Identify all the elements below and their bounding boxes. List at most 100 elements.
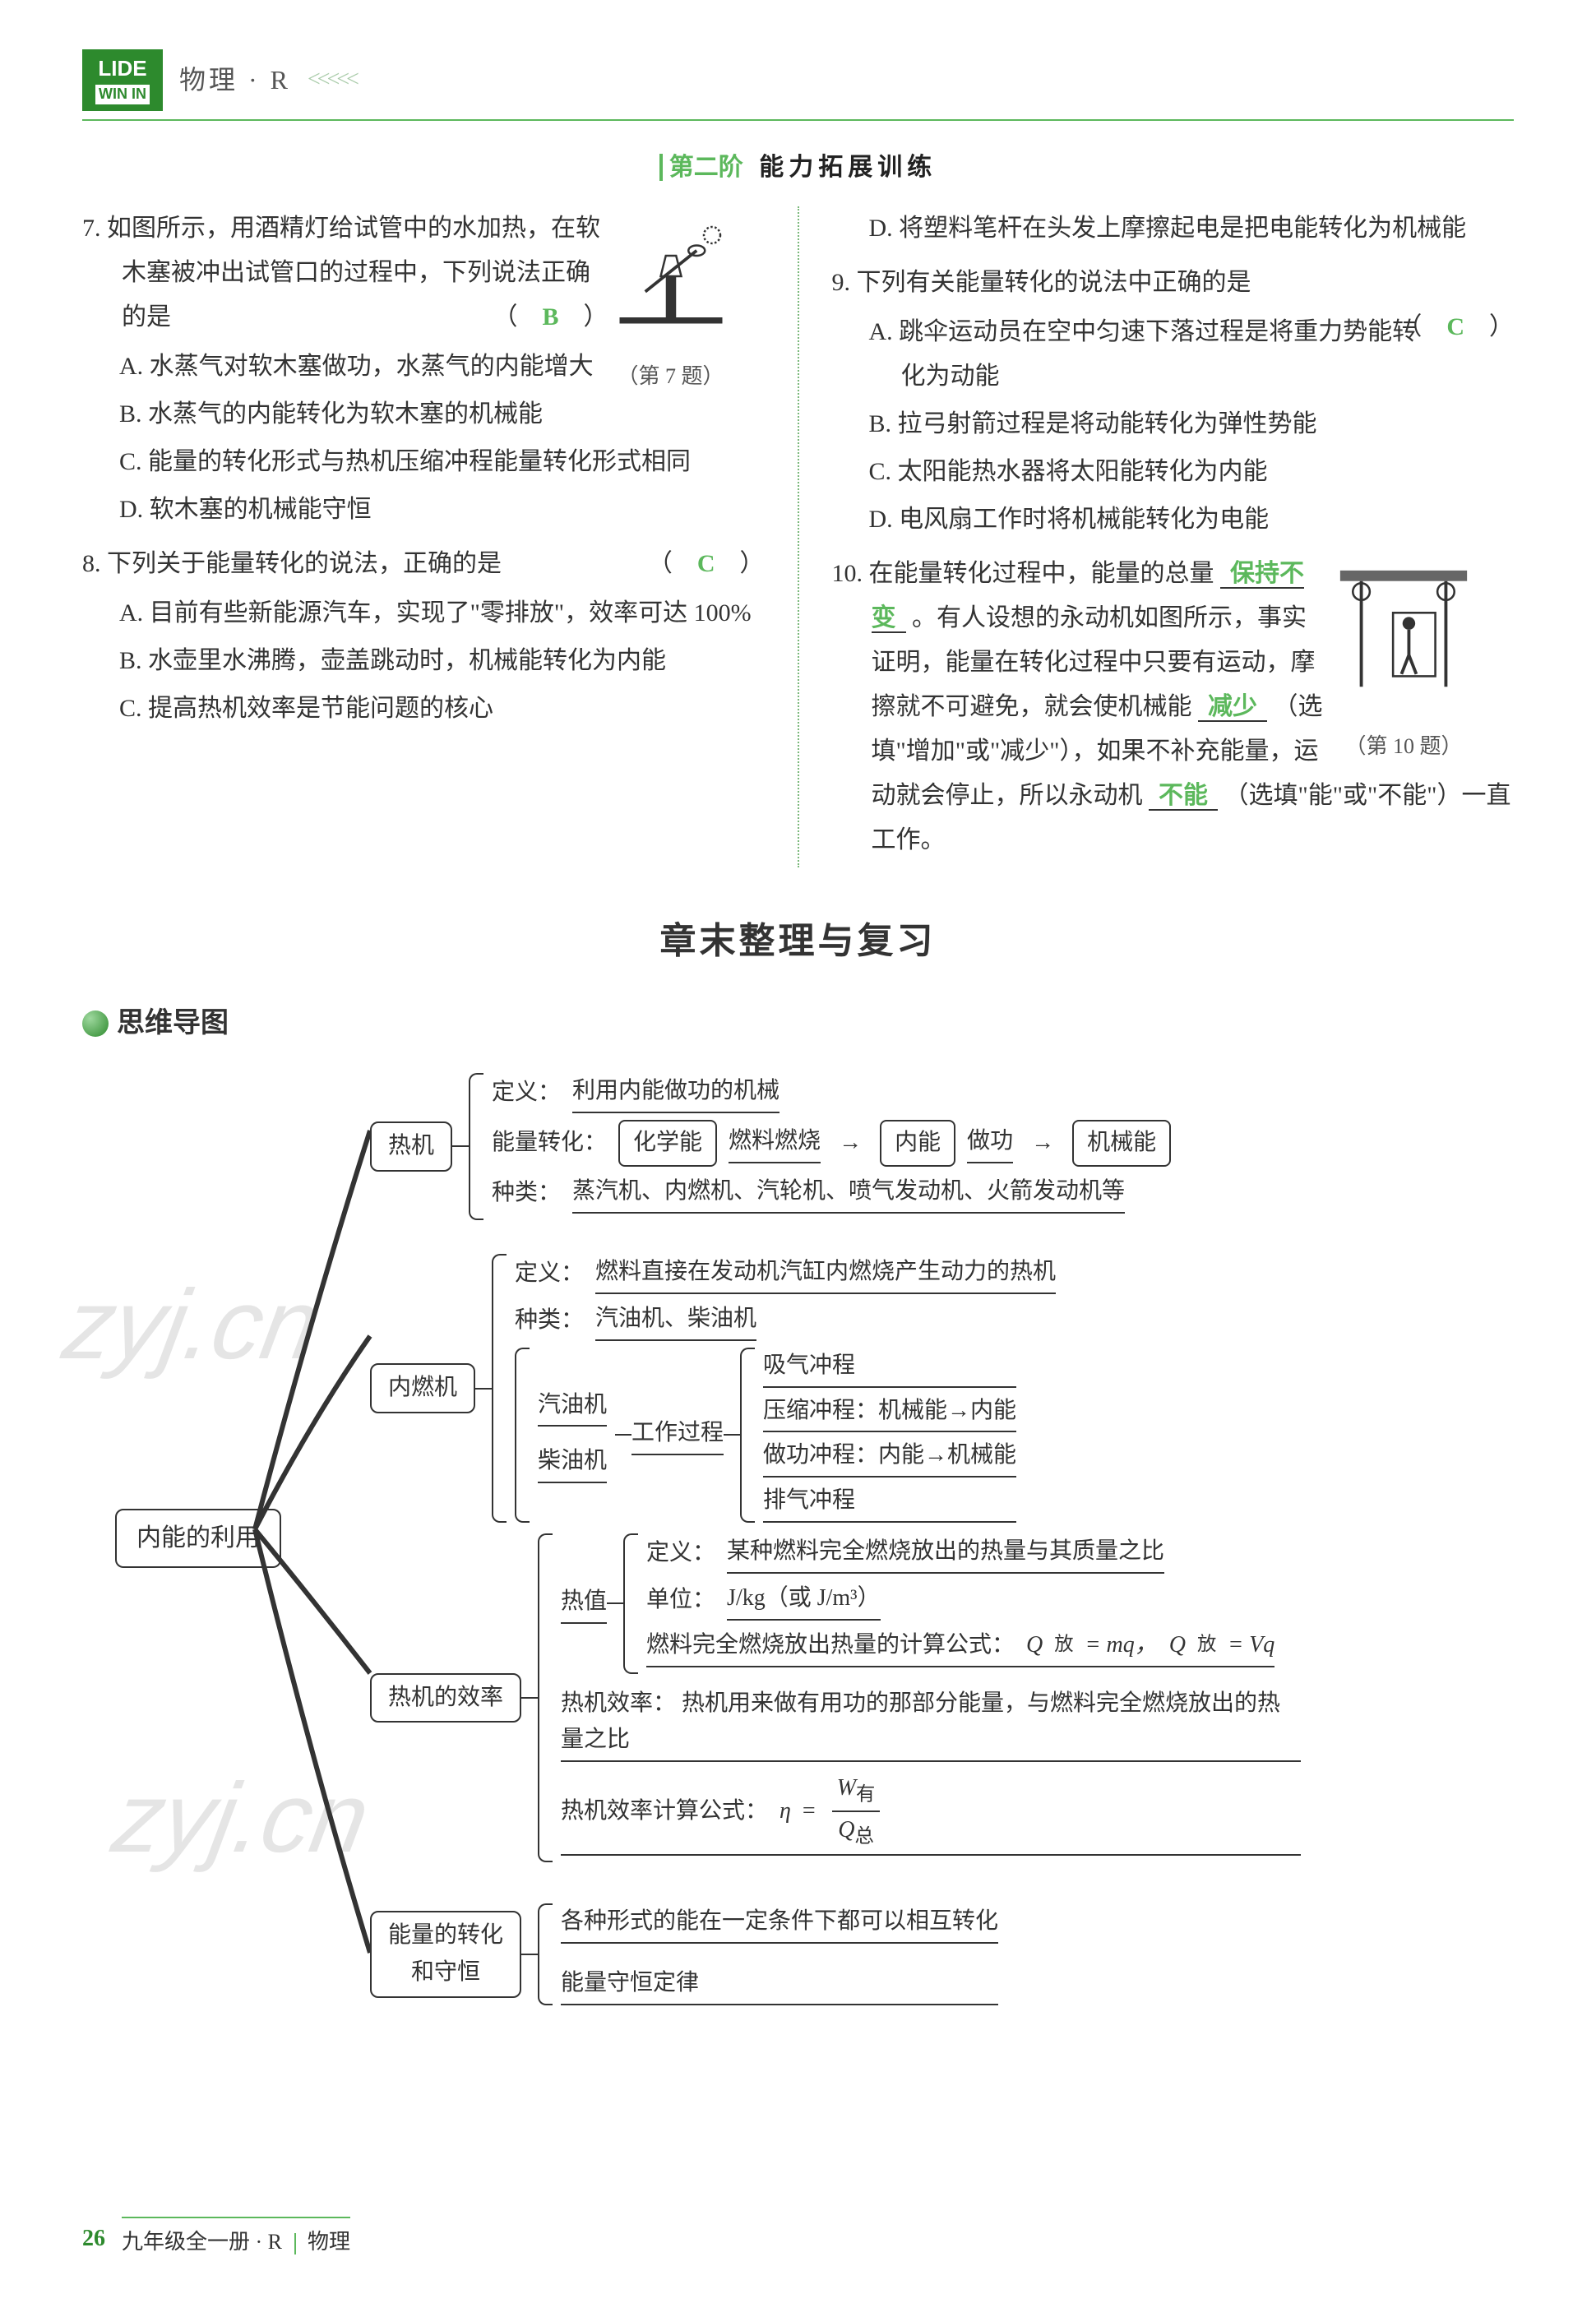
footer-band: 九年级全一册 · R 物理 [122, 2217, 350, 2262]
logo: LIDE WIN IN [82, 49, 163, 111]
q8-optB: B. 水壶里水沸腾，壶盖跳动时，机械能转化为内能 [82, 639, 765, 683]
footer-subject: 物理 [308, 2230, 350, 2254]
mm-connector-svg [82, 1065, 411, 2051]
mm-b2-def: 燃料直接在发动机汽缸内燃烧产生动力的热机 [595, 1254, 1056, 1294]
q7-answer-paren: （ B ） [532, 295, 608, 340]
mm-b3-eff-label: 热机效率： [561, 1690, 676, 1716]
mm-b3-hvdef: 某种燃料完全燃烧放出的热量与其质量之比 [727, 1533, 1164, 1574]
mm-b2-engine1: 汽油机 [538, 1387, 607, 1427]
chapter-title: 章末整理与复习 [82, 909, 1514, 973]
mindmap-label: 思维导图 [117, 998, 229, 1048]
mm-b1-work: 做功 [967, 1123, 1013, 1163]
footer-grade: 九年级全一册 · R [122, 2230, 282, 2254]
mm-b4-r2: 能量守恒定律 [561, 1965, 998, 2005]
mm-b3-numsub: 有 [856, 1784, 875, 1806]
q10-blank2: 减少 [1198, 693, 1267, 722]
mm-b2-types: 汽油机、柴油机 [595, 1301, 756, 1341]
mm-b2-s4: 排气冲程 [763, 1482, 1016, 1523]
q8-optA: A. 目前有些新能源汽车，实现了"零排放"，效率可达 100% [82, 591, 765, 636]
mm-b2-engine2: 柴油机 [538, 1443, 607, 1483]
q10-caption: （第 10 题） [1333, 728, 1514, 766]
q7-answer: B [542, 303, 558, 331]
mm-node-heat-engine: 热机 [370, 1121, 452, 1172]
stage-label: 第二阶 [659, 154, 743, 181]
mindmap: zyj.cn zyj.cn 内能的利用 热机 定义： 利用内能做功的机械 能量转… [82, 1065, 1514, 2051]
q10-num: 10. [832, 560, 863, 587]
mm-b3-hvunit: J/kg（或 J/m³） [727, 1580, 881, 1621]
logo-main: LIDE [95, 56, 150, 81]
q8: 8. 下列关于能量转化的说法，正确的是 （ C ） [82, 542, 765, 586]
mm-b3-denQ: Q [838, 1817, 854, 1843]
questions-area: （第 7 题） 7. 如图所示，用酒精灯给试管中的水加热，在软木塞被冲出试管口的… [82, 206, 1514, 867]
perpetual-machine-icon [1313, 560, 1494, 708]
mm-b3-hv-label: 热值 [561, 1584, 607, 1624]
mm-b1-def-label: 定义： [492, 1075, 561, 1112]
left-column: （第 7 题） 7. 如图所示，用酒精灯给试管中的水加热，在软木塞被冲出试管口的… [82, 206, 765, 867]
q9: 9. 下列有关能量转化的说法中正确的是 （ C ） [832, 261, 1515, 305]
mm-b3-eq2-Q: Q [1169, 1627, 1186, 1664]
column-divider [798, 206, 799, 867]
q7-figure: （第 7 题） [617, 215, 765, 363]
mindmap-icon [82, 1010, 109, 1037]
mm-b3-eq: = [803, 1793, 816, 1830]
q9-optD: D. 电风扇工作时将机械能转化为电能 [832, 497, 1515, 542]
q10: （第 10 题） 10. 在能量转化过程中，能量的总量 保持不变 。有人设想的永… [832, 552, 1515, 862]
arrow-icon: → [839, 1125, 862, 1162]
mm-b2-s2: 压缩冲程：机械能→内能 [763, 1393, 1016, 1433]
mm-b3-eta: η [779, 1793, 791, 1830]
right-column: D. 将塑料笔杆在头发上摩擦起电是把电能转化为机械能 9. 下列有关能量转化的说… [832, 206, 1515, 867]
q10-figure: （第 10 题） [1333, 560, 1514, 741]
mm-b1-chem: 化学能 [618, 1120, 717, 1167]
mm-b3-fraction: W有 Q总 [832, 1770, 881, 1852]
mm-b1-types: 蒸汽机、内燃机、汽轮机、喷气发动机、火箭发动机等 [572, 1173, 1125, 1214]
mm-b1-inner: 内能 [880, 1120, 955, 1167]
mm-branch-ice: 内燃机 定义： 燃料直接在发动机汽缸内燃烧产生动力的热机 种类： 汽油机、柴油机… [370, 1254, 1056, 1523]
mm-b2-proc-label: 工作过程 [631, 1415, 724, 1455]
mm-b3-densub: 总 [855, 1826, 874, 1847]
page-footer: 26 九年级全一册 · R 物理 [82, 2217, 350, 2262]
logo-sub: WIN IN [95, 85, 150, 104]
mm-node-ice: 内燃机 [370, 1363, 475, 1413]
page-header: LIDE WIN IN 物理 · R <<<<< [82, 49, 1514, 121]
q9-num: 9. [832, 269, 851, 296]
stage-title: 能力拓展训练 [759, 154, 937, 181]
arrow-icon: → [1031, 1125, 1054, 1162]
mm-branch-conservation: 能量的转化 和守恒 各种形式的能在一定条件下都可以相互转化 能量守恒定律 [370, 1903, 998, 2005]
q7-caption: （第 7 题） [617, 358, 765, 396]
page-number: 26 [82, 2218, 105, 2259]
q7-num: 7. [82, 215, 101, 242]
q10-text-a: 在能量转化过程中，能量的总量 [869, 560, 1214, 587]
test-tube-icon [597, 215, 745, 338]
mm-b3-eq1-rhs: = mq， [1085, 1627, 1158, 1664]
q7: （第 7 题） 7. 如图所示，用酒精灯给试管中的水加热，在软木塞被冲出试管口的… [82, 206, 765, 340]
mm-b2-types-label: 种类： [515, 1302, 584, 1339]
mm-node-conservation: 能量的转化 和守恒 [370, 1911, 521, 1998]
q7-optD: D. 软木塞的机械能守恒 [82, 488, 765, 532]
q8-text: 下列关于能量转化的说法，正确的是 [107, 550, 502, 577]
mm-b4-node1: 能量的转化 [388, 1917, 503, 1954]
mm-b3-eq1-Q: Q [1026, 1627, 1043, 1664]
stage-row: 第二阶 能力拓展训练 [82, 146, 1514, 190]
q7-optB: B. 水蒸气的内能转化为软木塞的机械能 [82, 392, 765, 437]
q9-optA: A. 跳伞运动员在空中匀速下落过程是将重力势能转化为动能 [832, 310, 1515, 399]
mm-b4-node2: 和守恒 [388, 1954, 503, 1991]
header-chevrons-icon: <<<<< [308, 59, 356, 100]
mm-b3-hvdef-label: 定义： [646, 1535, 715, 1572]
mm-b2-s3: 做功冲程：内能→机械能 [763, 1437, 1016, 1478]
mm-b3-hvunit-label: 单位： [646, 1582, 715, 1619]
mm-b3-numW: W [837, 1775, 856, 1801]
mm-b1-fuel: 燃料燃烧 [729, 1123, 821, 1163]
q9-optB: B. 拉弓射箭过程是将动能转化为弹性势能 [832, 402, 1515, 446]
mm-branch-heat-engine: 热机 定义： 利用内能做功的机械 能量转化： 化学能 燃料燃烧 → 内能 做功 … [370, 1073, 1171, 1219]
q8-optD: D. 将塑料笔杆在头发上摩擦起电是把电能转化为机械能 [832, 206, 1515, 251]
mindmap-header: 思维导图 [82, 998, 1514, 1048]
mm-branch-efficiency: 热机的效率 热值 定义： 某种燃料完全燃烧放出的热量与其质量之比 单位： [370, 1533, 1301, 1862]
q9-text: 下列有关能量转化的说法中正确的是 [857, 269, 1251, 296]
mm-b1-mech: 机械能 [1072, 1120, 1171, 1167]
mm-b1-types-label: 种类： [492, 1175, 561, 1212]
mm-b2-def-label: 定义： [515, 1256, 584, 1293]
mm-b3-eq2-rhs: = Vq [1228, 1627, 1274, 1664]
footer-sep [294, 2233, 296, 2254]
mm-b4-r1: 各种形式的能在一定条件下都可以相互转化 [561, 1903, 998, 1944]
q8-answer-paren: （ C ） [687, 542, 765, 586]
